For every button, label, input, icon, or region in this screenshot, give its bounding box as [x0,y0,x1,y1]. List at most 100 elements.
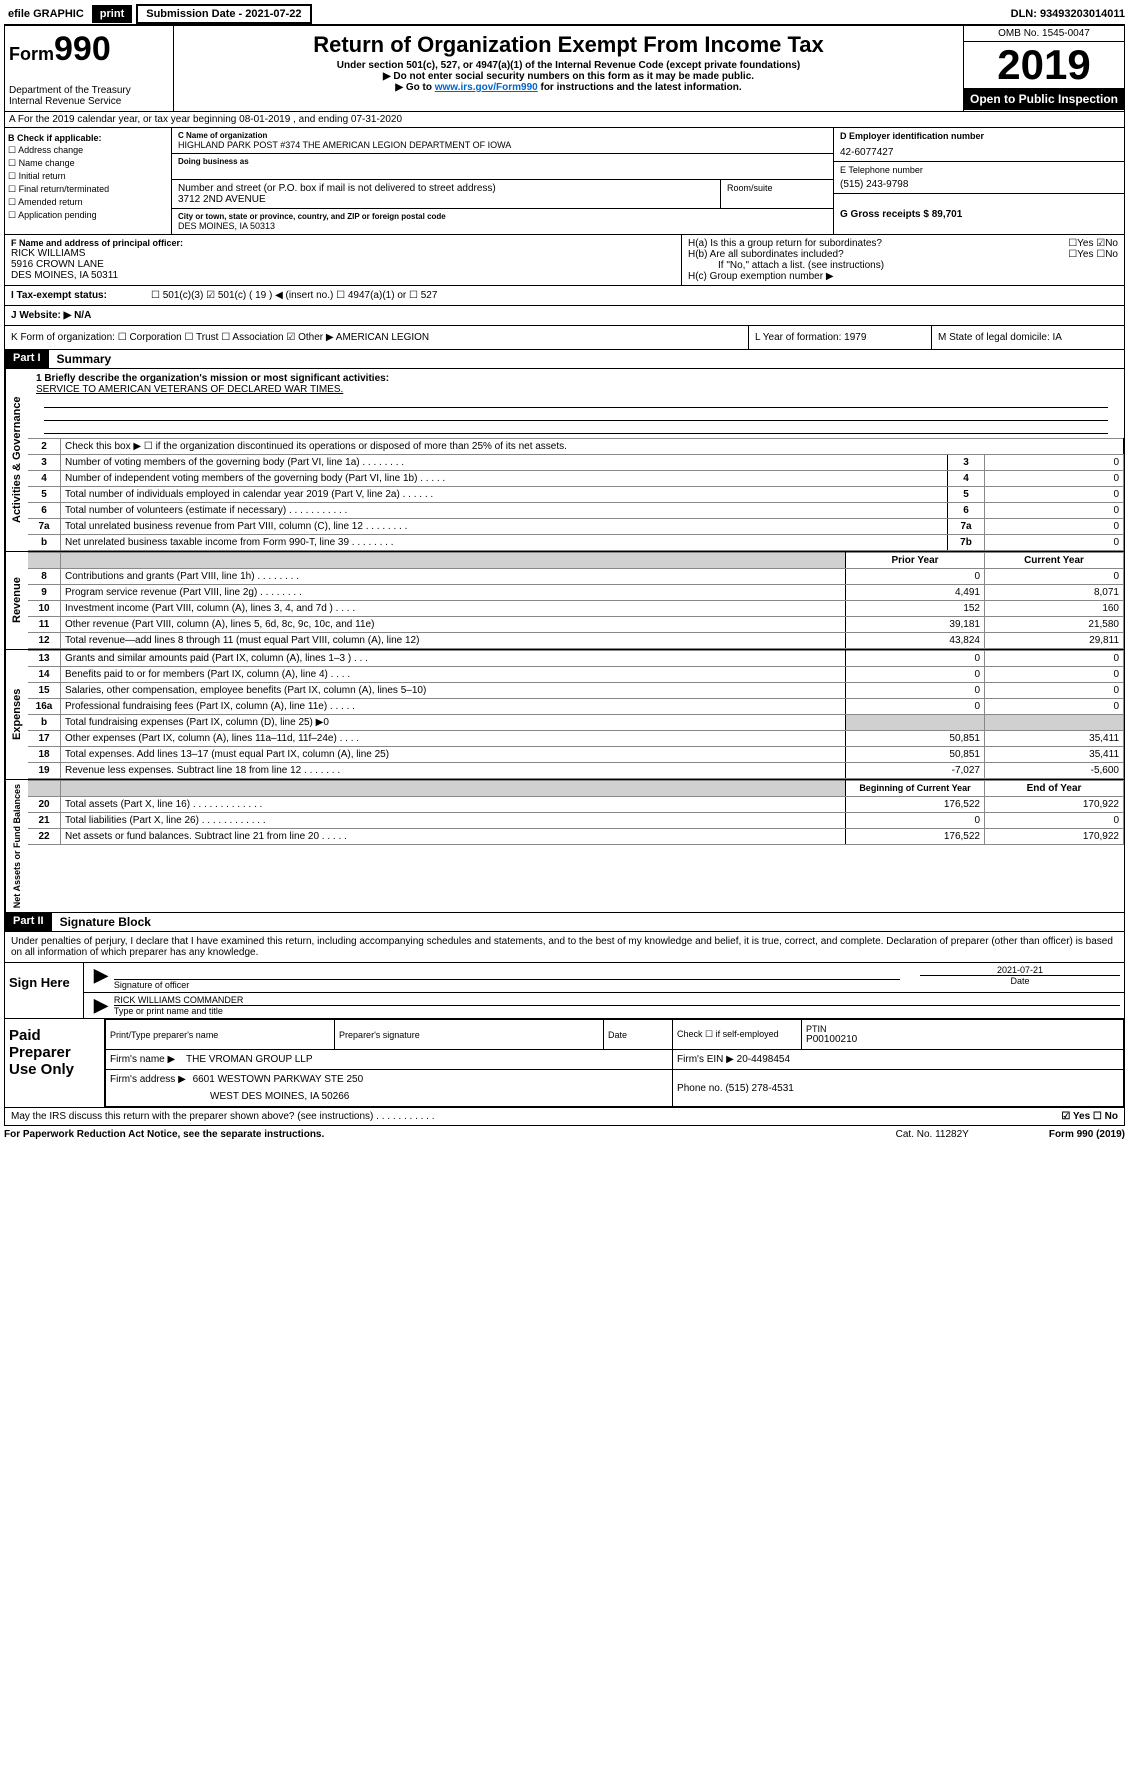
paid-preparer-label: Paid Preparer Use Only [5,1019,105,1107]
hb-note: If "No," attach a list. (see instruction… [688,260,1118,271]
principal-officer: F Name and address of principal officer:… [5,235,682,285]
tax-status-options[interactable]: ☐ 501(c)(3) ☑ 501(c) ( 19 ) ◀ (insert no… [151,290,437,301]
h-section: H(a) Is this a group return for subordin… [682,235,1124,285]
ha-answer[interactable]: ☐Yes ☑No [1068,238,1118,249]
self-employed-chk[interactable]: Check ☐ if self-employed [677,1029,797,1040]
table-row: 7aTotal unrelated business revenue from … [28,519,1124,535]
chk-application-pending[interactable]: ☐ Application pending [8,210,168,221]
firm-addr-label: Firm's address ▶ [110,1074,186,1085]
ha-label: H(a) Is this a group return for subordin… [688,238,882,249]
table-row: 11Other revenue (Part VIII, column (A), … [28,617,1124,633]
room-label: Room/suite [727,183,827,193]
dba-label: Doing business as [178,157,827,166]
current-year-header: Current Year [985,553,1124,569]
m-state: M State of legal domicile: IA [932,326,1124,349]
gov-vert-label: Activities & Governance [5,369,28,551]
submission-date: Submission Date - 2021-07-22 [136,4,311,24]
tax-year: 2019 [964,42,1124,88]
discuss-question: May the IRS discuss this return with the… [11,1111,1061,1122]
table-row: 4Number of independent voting members of… [28,471,1124,487]
preparer-table: Print/Type preparer's name Preparer's si… [105,1019,1124,1107]
col-c-org: C Name of organization HIGHLAND PARK POS… [172,128,833,234]
chk-address-change[interactable]: ☐ Address change [8,145,168,156]
line1-label: 1 Briefly describe the organization's mi… [36,373,1116,384]
addr-label: Number and street (or P.O. box if mail i… [178,183,714,194]
city-label: City or town, state or province, country… [178,212,827,221]
col-b-checkboxes: B Check if applicable: ☐ Address change … [5,128,172,234]
sig-officer-label: Signature of officer [114,980,900,990]
subtitle-1: Under section 501(c), 527, or 4947(a)(1)… [178,60,959,71]
gov-section: Activities & Governance 1 Briefly descri… [4,369,1125,552]
header-left: Form990 Department of the Treasury Inter… [5,26,174,111]
chk-final-return[interactable]: ☐ Final return/terminated [8,184,168,195]
phone-value: (515) 243-9798 [840,179,1118,190]
chk-name-change[interactable]: ☐ Name change [8,158,168,169]
officer-addr1: 5916 CROWN LANE [11,259,675,270]
col-b-header: B Check if applicable: [8,133,168,143]
part1-title: Summary [49,350,120,368]
sig-date: 2021-07-21 [920,965,1120,976]
table-row: bTotal fundraising expenses (Part IX, co… [28,715,1124,731]
subtitle-3-post: for instructions and the latest informat… [538,82,742,93]
net-vert-label: Net Assets or Fund Balances [5,780,28,912]
firm-name-label: Firm's name ▶ [110,1054,175,1065]
ptin-label: PTIN [806,1024,1119,1034]
rev-section: Revenue Prior Year Current Year 8Contrib… [4,552,1125,650]
perjury-statement: Under penalties of perjury, I declare th… [4,932,1125,963]
dln-label: DLN: 93493203014011 [1011,8,1125,20]
officer-name: RICK WILLIAMS [11,248,675,259]
top-toolbar: efile GRAPHIC print Submission Date - 20… [4,4,1125,26]
sig-date-label: Date [920,976,1120,986]
city-state-zip: DES MOINES, IA 50313 [178,221,827,231]
street-address: 3712 2ND AVENUE [178,194,714,205]
dept-irs: Internal Revenue Service [9,96,169,107]
exp-vert-label: Expenses [5,650,28,779]
col-d-ein: D Employer identification number 42-6077… [833,128,1124,234]
instructions-link[interactable]: www.irs.gov/Form990 [435,82,538,93]
chk-initial-return[interactable]: ☐ Initial return [8,171,168,182]
row-j-website: J Website: ▶ N/A [4,306,1125,326]
ptin-value: P00100210 [806,1034,1119,1045]
officer-addr2: DES MOINES, IA 50311 [11,270,675,281]
prep-sig-label: Preparer's signature [339,1030,599,1040]
table-row: 12Total revenue—add lines 8 through 11 (… [28,633,1124,649]
chk-amended[interactable]: ☐ Amended return [8,197,168,208]
table-row: 22Net assets or fund balances. Subtract … [28,829,1124,845]
table-row: 10Investment income (Part VIII, column (… [28,601,1124,617]
table-row: 13Grants and similar amounts paid (Part … [28,651,1124,667]
firm-ein-label: Firm's EIN ▶ [677,1054,734,1065]
hb-answer[interactable]: ☐Yes ☐No [1068,249,1118,260]
print-button[interactable]: print [92,5,132,23]
exp-section: Expenses 13Grants and similar amounts pa… [4,650,1125,780]
part2-title: Signature Block [52,913,159,931]
rev-vert-label: Revenue [5,552,28,649]
firm-addr1: 6601 WESTOWN PARKWAY STE 250 [193,1074,364,1085]
part2-header-row: Part II Signature Block [4,913,1125,932]
form-header: Form990 Department of the Treasury Inter… [4,26,1125,112]
table-row: 6Total number of volunteers (estimate if… [28,503,1124,519]
sign-here-section: Sign Here ▶ Signature of officer 2021-07… [4,963,1125,1019]
cat-number: Cat. No. 11282Y [896,1129,969,1140]
open-to-public: Open to Public Inspection [964,88,1124,110]
org-name: HIGHLAND PARK POST #374 THE AMERICAN LEG… [178,140,827,150]
table-row: 8Contributions and grants (Part VIII, li… [28,569,1124,585]
prep-date-label: Date [608,1030,668,1040]
table-row: 3Number of voting members of the governi… [28,455,1124,471]
k-form-org[interactable]: K Form of organization: ☐ Corporation ☐ … [5,326,749,349]
firm-phone: (515) 278-4531 [725,1083,793,1094]
table-row: 5Total number of individuals employed in… [28,487,1124,503]
end-year-header: End of Year [985,781,1124,797]
discuss-answer[interactable]: ☑ Yes ☐ No [1061,1111,1118,1122]
begin-year-header: Beginning of Current Year [846,781,985,797]
ein-label: D Employer identification number [840,131,1118,141]
sign-here-label: Sign Here [5,963,84,1018]
prep-name-label: Print/Type preparer's name [110,1030,330,1040]
part1-header-row: Part I Summary [4,350,1125,369]
firm-name: THE VROMAN GROUP LLP [186,1054,313,1065]
officer-label: F Name and address of principal officer: [11,238,675,248]
entity-info: B Check if applicable: ☐ Address change … [4,128,1125,235]
form-title: Return of Organization Exempt From Incom… [178,32,959,58]
form-footer: Form 990 (2019) [1049,1129,1125,1140]
row-f-h: F Name and address of principal officer:… [4,235,1125,286]
exp-table: 13Grants and similar amounts paid (Part … [28,650,1124,779]
